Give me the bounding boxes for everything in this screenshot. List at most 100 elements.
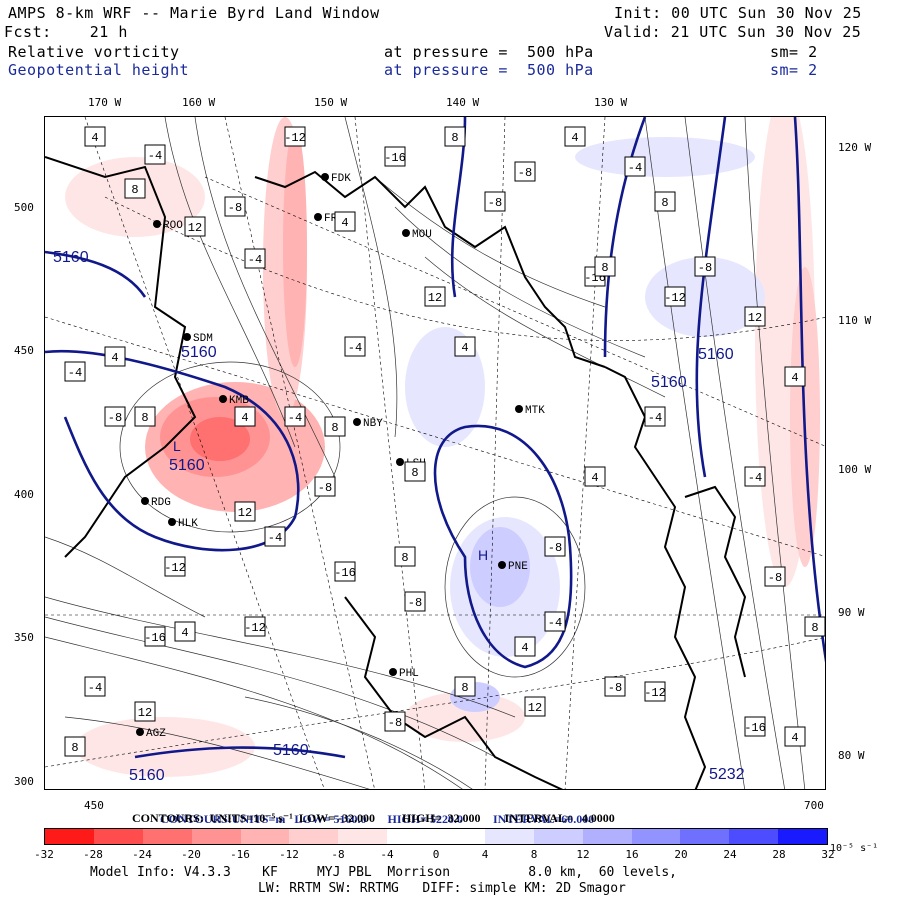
field1-smoothing: sm= 2 — [770, 43, 818, 61]
vorticity-label: -8 — [388, 716, 402, 730]
vorticity-label: 8 — [451, 131, 458, 145]
colorbar — [44, 828, 828, 845]
lon-label-right: 90 W — [838, 606, 865, 619]
colorbar-swatch — [436, 829, 485, 844]
station-label: KMB — [229, 395, 249, 407]
grid-line — [45, 637, 825, 768]
grid-y-label: 500 — [14, 201, 34, 214]
colorbar-tick-label: 0 — [432, 848, 440, 861]
vorticity-label: -8 — [108, 411, 122, 425]
vorticity-contour — [394, 206, 646, 358]
vorticity-label-box — [104, 406, 126, 427]
vorticity-label: -8 — [408, 596, 422, 610]
station-dot — [153, 220, 161, 228]
colorbar-tick-label: 24 — [723, 848, 737, 861]
height-contour-prefix: CONTOURS: — [160, 812, 232, 826]
height-label: 5160 — [181, 344, 217, 361]
vorticity-contour — [164, 117, 296, 448]
station-label: SDM — [193, 333, 213, 345]
lon-label-top: 160 W — [182, 96, 216, 109]
vorticity-label: 4 — [341, 216, 348, 230]
vorticity-label-box — [784, 726, 806, 747]
vorticity-label: 4 — [461, 341, 468, 355]
vorticity-label: 4 — [521, 641, 528, 655]
coast-line — [604, 366, 707, 789]
vorticity-label: 12 — [428, 291, 442, 305]
height-contour-low-label: LOW= — [294, 812, 331, 826]
lon-label-right: 110 W — [838, 314, 872, 327]
vorticity-label: -4 — [288, 411, 302, 425]
grid-x-label: 450 — [84, 799, 104, 812]
vorticity-label-box — [404, 591, 426, 612]
vorticity-label-box — [344, 336, 366, 357]
vorticity-label-box — [624, 156, 646, 177]
lon-label-top: 170 W — [88, 96, 122, 109]
height-contour-info: CONTOURS:UNITS=m LOW= 5160.0 HIGH= 5220.… — [154, 797, 594, 827]
colorbar-tick-label: -12 — [279, 848, 299, 861]
vorticity-label: 4 — [791, 371, 798, 385]
lon-label-right: 80 W — [838, 749, 865, 762]
vorticity-label: 8 — [601, 261, 608, 275]
station-dot — [183, 333, 191, 341]
grid-y-label: 400 — [14, 488, 34, 501]
colorbar-tick-label: 20 — [674, 848, 688, 861]
vorticity-label: 8 — [331, 421, 338, 435]
station-dot — [498, 561, 506, 569]
lon-label-top: 150 W — [314, 96, 348, 109]
vorticity-contour — [744, 117, 806, 789]
model-info: Model Info: V4.3.3 KF MYJ PBL Morrison 8… — [90, 865, 677, 880]
lon-label-top: 140 W — [446, 96, 480, 109]
colorbar-tick-label: 8 — [530, 848, 538, 861]
forecast-hour: Fcst: 21 h — [4, 23, 128, 41]
vorticity-label: 12 — [238, 506, 252, 520]
vorticity-label: 8 — [411, 466, 418, 480]
vorticity-contour-info: CONTOURS: UNITS=10⁻⁵ s⁻¹ LOW= -32.000 HI… — [132, 811, 615, 825]
station-dot — [168, 518, 176, 526]
vorticity-label-box — [764, 566, 786, 587]
vorticity-label-box — [444, 126, 466, 147]
vorticity-label-box — [244, 616, 266, 637]
station-label: HLK — [178, 518, 198, 530]
grid-y-label: 450 — [14, 344, 34, 357]
vorticity-label-box — [134, 406, 156, 427]
vorticity-label: -4 — [248, 253, 262, 267]
vorticity-label: -12 — [164, 561, 186, 575]
vorticity-label: -4 — [648, 411, 662, 425]
vorticity-label-box — [224, 196, 246, 217]
vorticity-label: -12 — [244, 621, 266, 635]
colorbar-tick-label: -32 — [34, 848, 54, 861]
colorbar-swatch — [338, 829, 388, 844]
vorticity-label: -16 — [744, 721, 766, 735]
valid-time: Valid: 21 UTC Sun 30 Nov 25 — [604, 23, 862, 41]
colorbar-tick-label: -24 — [132, 848, 152, 861]
field2-name: Geopotential height — [8, 61, 190, 79]
vorticity-label-box — [314, 476, 336, 497]
vorticity-label-box — [644, 681, 666, 702]
vorticity-label-box — [384, 711, 406, 732]
vorticity-label: -12 — [664, 291, 686, 305]
height-label: 5160 — [698, 346, 734, 363]
grid-line — [84, 117, 325, 789]
field1-level: at pressure = 500 hPa — [384, 43, 594, 61]
vorticity-label-box — [234, 501, 256, 522]
vorticity-label: 12 — [138, 706, 152, 720]
station-label: PNE — [508, 561, 528, 573]
height-contour — [433, 424, 573, 669]
coastline — [45, 156, 747, 789]
vorticity-label-box — [64, 736, 86, 757]
height-label: 5160 — [273, 742, 309, 759]
vorticity-label-box — [784, 366, 806, 387]
map-labels: FDKROOFRDMOUSDMKMBNBYMTKLSHPNERDGHLKPHLA… — [53, 126, 825, 784]
colorbar-swatch — [631, 829, 681, 844]
vorticity-label: -8 — [608, 681, 622, 695]
vorticity-label-box — [84, 126, 106, 147]
grid-line — [204, 176, 825, 447]
height-contour — [45, 350, 300, 552]
vorticity-label-box — [284, 126, 306, 147]
vorticity-label: 8 — [131, 183, 138, 197]
vorticity-label: 8 — [401, 551, 408, 565]
height-contour — [134, 746, 346, 759]
grid-line — [45, 316, 825, 557]
colorbar-swatch — [93, 829, 143, 844]
vorticity-label: -16 — [144, 631, 166, 645]
